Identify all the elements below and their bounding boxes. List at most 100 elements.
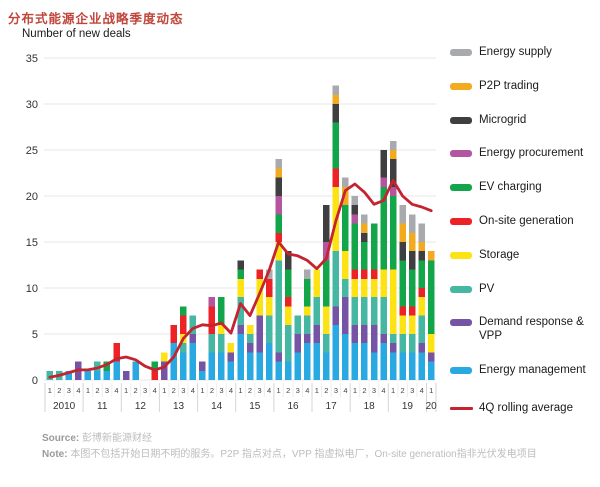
- bar-segment: [418, 297, 425, 316]
- bar-segment: [408, 315, 416, 334]
- bar-segment: [370, 278, 378, 298]
- bar-segment: [408, 251, 416, 270]
- bar-segment: [208, 352, 216, 380]
- legend-swatch: [450, 82, 472, 90]
- bar-segment: [332, 122, 340, 169]
- legend-item: Energy procurement: [450, 147, 598, 161]
- note-line: Note: 本图不包括开始日期不明的服务。P2P 指点对点，VPP 指虚拟电厂，…: [42, 447, 594, 463]
- quarter-label: 1: [200, 386, 204, 395]
- bar-segment: [275, 242, 282, 261]
- bar-segment: [351, 324, 359, 344]
- source-text: 彭博新能源财经: [82, 433, 153, 444]
- bar-segment: [275, 232, 282, 242]
- bar-segment: [113, 343, 120, 362]
- bar-segment: [370, 297, 378, 325]
- bar-segment: [304, 269, 311, 279]
- bar-segment: [342, 278, 349, 298]
- bar-segment: [399, 242, 406, 261]
- bar-segment: [304, 343, 311, 380]
- bar-segment: [418, 251, 425, 261]
- bar-segment: [418, 352, 425, 380]
- quarter-label: 1: [353, 386, 357, 395]
- y-tick-label: 0: [32, 375, 38, 387]
- quarter-label: 1: [238, 386, 242, 395]
- bar-segment: [389, 196, 397, 270]
- legend-item: On-site generation: [450, 215, 598, 229]
- bar-segment: [389, 186, 397, 196]
- bar-segment: [265, 315, 273, 344]
- bar-segment: [208, 306, 216, 334]
- bar-segment: [428, 361, 435, 380]
- quarter-label: 1: [277, 386, 281, 395]
- bar-segment: [246, 334, 254, 344]
- quarter-label: 2: [324, 386, 328, 395]
- y-axis-title: Number of new deals: [22, 28, 131, 40]
- bar-segment: [237, 334, 244, 380]
- quarter-label: 3: [372, 386, 376, 395]
- bar-segment: [380, 297, 387, 334]
- bar-segment: [294, 315, 301, 334]
- quarter-label: 3: [410, 386, 414, 395]
- bar-segment: [84, 370, 92, 380]
- legend-swatch: [450, 406, 473, 410]
- bar-segment: [180, 343, 187, 353]
- legend-swatch: [450, 366, 472, 374]
- bar-segment: [284, 324, 292, 362]
- quarter-label: 3: [105, 386, 109, 395]
- bar-segment: [370, 324, 378, 353]
- bar-segment: [237, 269, 244, 279]
- quarter-label: 4: [420, 386, 424, 395]
- bar-segment: [275, 196, 282, 215]
- bar-segment: [380, 343, 387, 380]
- bar-segment: [103, 361, 111, 371]
- bar-segment: [351, 223, 359, 270]
- bar-segment: [418, 260, 425, 288]
- bar-segment: [332, 104, 340, 123]
- bar-segment: [342, 205, 349, 252]
- legend-item: EV charging: [450, 181, 598, 195]
- bar-segment: [361, 242, 368, 270]
- bar-segment: [265, 297, 273, 316]
- bar-segment: [323, 306, 330, 334]
- bar-segment: [170, 343, 177, 380]
- bar-segment: [361, 214, 368, 224]
- bar-segment: [265, 343, 273, 380]
- bar-segment: [408, 306, 416, 316]
- bar-segment: [428, 352, 435, 362]
- bar-segment: [161, 352, 168, 362]
- bar-segment: [351, 205, 359, 215]
- bar-segment: [399, 260, 406, 307]
- bar-segment: [218, 352, 225, 380]
- quarter-label: 4: [191, 386, 195, 395]
- bar-segment: [399, 306, 406, 316]
- bar-segment: [351, 196, 359, 206]
- legend-swatch: [450, 251, 472, 259]
- bar-segment: [113, 361, 120, 380]
- legend-swatch: [450, 285, 472, 293]
- quarter-label: 4: [305, 386, 309, 395]
- quarter-label: 1: [315, 386, 319, 395]
- bar-segment: [428, 260, 435, 334]
- bar-segment: [361, 223, 368, 233]
- quarter-label: 3: [181, 386, 185, 395]
- bar-segment: [294, 334, 301, 353]
- bar-segment: [342, 186, 349, 206]
- year-label: 11: [97, 401, 108, 412]
- quarter-label: 4: [267, 386, 271, 395]
- quarter-label: 3: [258, 386, 262, 395]
- y-tick-label: 35: [26, 53, 38, 65]
- bar-segment: [361, 343, 368, 380]
- bar-segment: [161, 361, 168, 380]
- legend-label: Microgrid: [479, 113, 527, 126]
- bar-segment: [256, 269, 263, 279]
- bar-segment: [132, 361, 139, 380]
- quarter-label: 1: [86, 386, 90, 395]
- legend-swatch: [450, 49, 472, 56]
- quarter-label: 2: [248, 386, 252, 395]
- bar-segment: [65, 370, 73, 380]
- quarter-label: 3: [67, 386, 71, 395]
- year-label: 18: [364, 401, 376, 412]
- quarter-label: 1: [124, 386, 128, 395]
- bar-segment: [284, 297, 292, 307]
- year-label: 13: [173, 401, 185, 412]
